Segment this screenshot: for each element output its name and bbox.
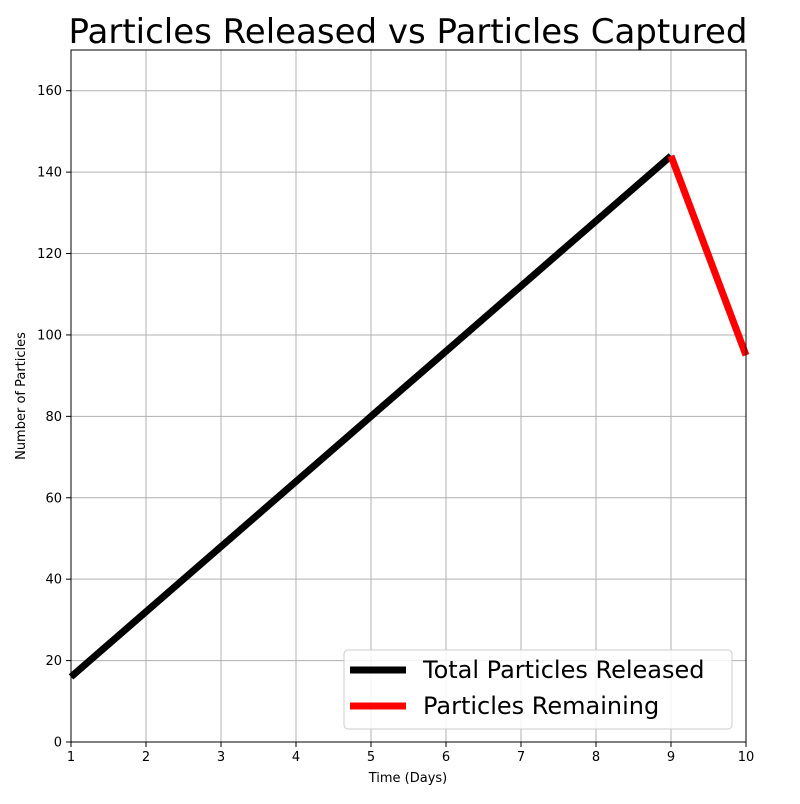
x-tick-label: 1	[67, 750, 75, 765]
legend: Total Particles Released Particles Remain…	[343, 649, 733, 730]
x-axis-label: Time (Days)	[368, 771, 448, 786]
plot-area	[68, 153, 750, 680]
series-line-0	[68, 153, 674, 680]
legend-label-0: Total Particles Released	[422, 656, 705, 684]
y-tick-label: 160	[37, 84, 62, 99]
legend-label-1: Particles Remaining	[423, 692, 659, 720]
x-tick-label: 4	[292, 750, 300, 765]
chart-title: Particles Released vs Particles Captured	[69, 12, 748, 52]
grid	[70, 50, 747, 743]
x-tick-label: 9	[667, 750, 675, 765]
y-tick-label: 120	[37, 247, 62, 262]
y-tick-label: 40	[45, 573, 62, 588]
y-tick-label: 60	[45, 491, 62, 506]
axes-frame	[70, 49, 747, 743]
legend-box	[343, 649, 733, 730]
x-tick-label: 2	[142, 750, 150, 765]
x-tick-label: 6	[442, 750, 450, 765]
y-tick-label: 140	[37, 166, 62, 181]
x-tick-label: 5	[367, 750, 375, 765]
x-tick-label: 8	[592, 750, 600, 765]
x-tick-label: 10	[738, 750, 755, 765]
x-tick-label: 7	[517, 750, 525, 765]
y-tick-label: 0	[54, 736, 62, 751]
x-tick-label: 3	[217, 750, 225, 765]
y-axis-label: Number of Particles	[14, 332, 29, 460]
series-line-1	[667, 154, 750, 357]
y-tick-label: 100	[37, 328, 62, 343]
y-tick-label: 20	[45, 654, 62, 669]
y-tick-label: 80	[45, 410, 62, 425]
